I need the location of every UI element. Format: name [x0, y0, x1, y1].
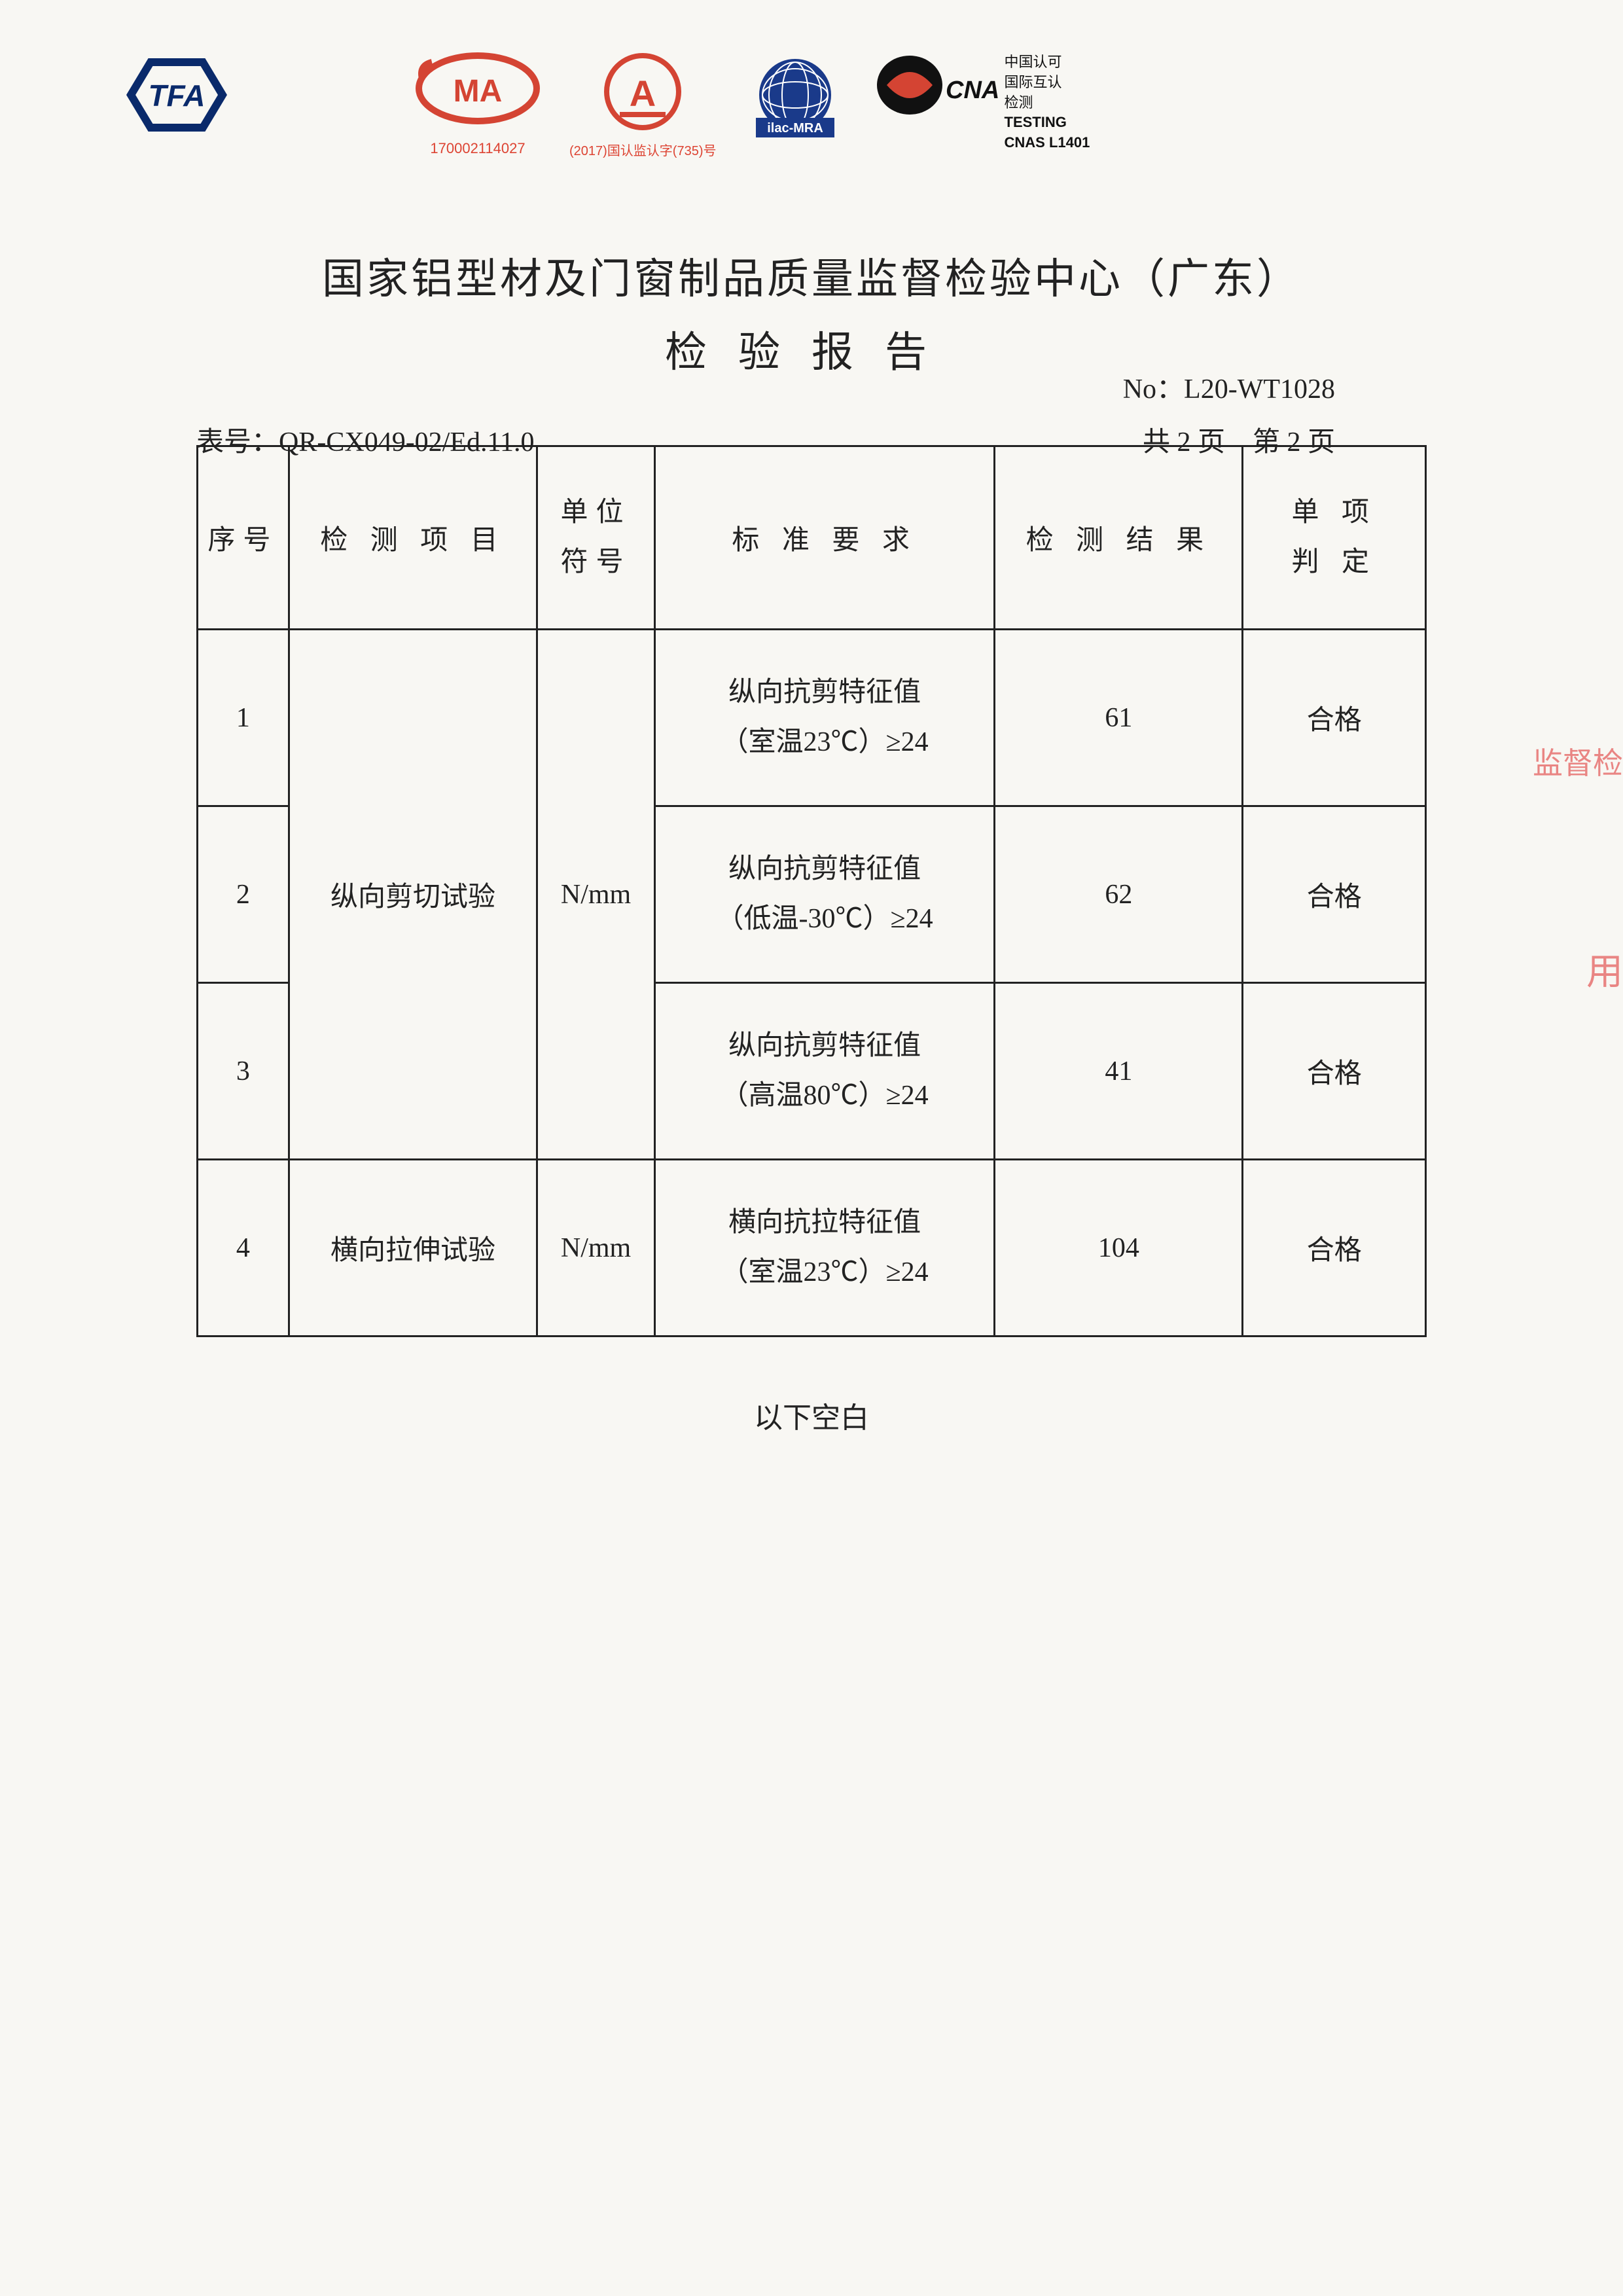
cell-judge: 合格: [1243, 806, 1426, 983]
cnas-text: 中国认可 国际互认 检测 TESTING CNAS L1401: [1005, 52, 1090, 153]
svg-text:ilac-MRA: ilac-MRA: [767, 121, 823, 135]
svg-text:CNAS: CNAS: [946, 77, 998, 104]
table-row: 4 横向拉伸试验 N/mm 横向抗拉特征值 （室温23℃）≥24 104 合格: [198, 1160, 1426, 1336]
svg-text:TFA: TFA: [149, 79, 205, 113]
cell-seq: 4: [198, 1160, 289, 1336]
cell-item: 横向拉伸试验: [289, 1160, 537, 1336]
col-unit-text: 单位 符号: [544, 488, 647, 587]
report-no: No：L20-WT1028: [196, 367, 1335, 406]
cnas-logo: CNAS 中国认可 国际互认 检测 TESTING CNAS L1401: [874, 52, 1090, 153]
cell-judge: 合格: [1243, 983, 1426, 1160]
cell-req: 横向抗拉特征值 （室温23℃）≥24: [654, 1160, 994, 1336]
cell-seq: 3: [198, 983, 289, 1160]
req-line1: 纵向抗剪特征值: [662, 1022, 987, 1071]
cell-result: 104: [995, 1160, 1243, 1336]
col-req: 标 准 要 求: [654, 446, 994, 630]
cell-result: 61: [995, 630, 1243, 806]
cell-item: 纵向剪切试验: [289, 630, 537, 1160]
header-logos: TFA MA 170002114027 A (2017)国认监认字(735)号: [111, 52, 1090, 159]
report-no-value: L20-WT1028: [1184, 374, 1335, 404]
req-line1: 纵向抗剪特征值: [662, 845, 987, 895]
cell-req: 纵向抗剪特征值 （高温80℃）≥24: [654, 983, 994, 1160]
req-line1: 横向抗拉特征值: [662, 1198, 987, 1248]
inspection-table: 序号 检 测 项 目 单位 符号 标 准 要 求 检 测 结 果 单 项 判 定…: [196, 445, 1427, 1337]
cma-number: 170002114027: [430, 140, 525, 157]
col-seq: 序号: [198, 446, 289, 630]
cell-result: 62: [995, 806, 1243, 983]
cell-judge: 合格: [1243, 630, 1426, 806]
tfa-logo: TFA: [111, 52, 242, 137]
svg-text:A: A: [630, 73, 656, 114]
cnas-line: CNAS L1401: [1005, 133, 1090, 153]
col-judge: 单 项 判 定: [1243, 446, 1426, 630]
ilac-logo: ilac-MRA: [743, 52, 847, 151]
col-result: 检 测 结 果: [995, 446, 1243, 630]
stamp-fragment: 监督检: [1533, 740, 1623, 783]
col-unit: 单位 符号: [537, 446, 655, 630]
report-title: 国家铝型材及门窗制品质量监督检验中心（广东） 检验报告: [0, 245, 1623, 379]
req-line2: （低温-30℃）≥24: [662, 895, 987, 944]
blank-note: 以下空白: [0, 1394, 1623, 1436]
cnas-line: 检测: [1005, 93, 1090, 113]
svg-text:MA: MA: [454, 74, 503, 109]
table-header-row: 序号 检 测 项 目 单位 符号 标 准 要 求 检 测 结 果 单 项 判 定: [198, 446, 1426, 630]
cnas-line: 中国认可: [1005, 52, 1090, 73]
cell-unit: N/mm: [537, 630, 655, 1160]
stamp-fragment: 用: [1586, 942, 1623, 996]
req-line2: （高温80℃）≥24: [662, 1071, 987, 1121]
cnas-line: TESTING: [1005, 113, 1090, 133]
cell-judge: 合格: [1243, 1160, 1426, 1336]
cell-req: 纵向抗剪特征值 （低温-30℃）≥24: [654, 806, 994, 983]
cal-logo: A (2017)国认监认字(735)号: [569, 52, 717, 159]
req-line2: （室温23℃）≥24: [662, 718, 987, 768]
report-no-label: No：: [1123, 374, 1184, 404]
cnas-line: 国际互认: [1005, 73, 1090, 93]
req-line2: （室温23℃）≥24: [662, 1248, 987, 1298]
cal-sub: (2017)国认监认字(735)号: [569, 140, 717, 159]
cell-seq: 2: [198, 806, 289, 983]
col-item: 检 测 项 目: [289, 446, 537, 630]
title-line1: 国家铝型材及门窗制品质量监督检验中心（广东）: [0, 245, 1623, 306]
req-line1: 纵向抗剪特征值: [662, 668, 987, 718]
cell-unit: N/mm: [537, 1160, 655, 1336]
col-judge-text: 单 项 判 定: [1250, 488, 1418, 587]
cell-result: 41: [995, 983, 1243, 1160]
cma-logo: MA 170002114027: [412, 52, 543, 157]
cell-req: 纵向抗剪特征值 （室温23℃）≥24: [654, 630, 994, 806]
cell-seq: 1: [198, 630, 289, 806]
table-row: 1 纵向剪切试验 N/mm 纵向抗剪特征值 （室温23℃）≥24 61 合格: [198, 630, 1426, 806]
